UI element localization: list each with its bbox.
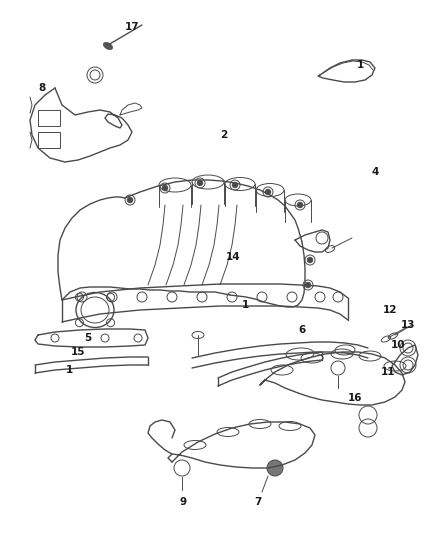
Text: 8: 8 xyxy=(39,83,46,93)
Text: 15: 15 xyxy=(71,347,85,357)
Bar xyxy=(38,132,60,148)
Circle shape xyxy=(267,460,283,476)
Ellipse shape xyxy=(103,43,113,50)
Text: 1: 1 xyxy=(357,60,364,70)
Circle shape xyxy=(265,189,271,195)
Text: 11: 11 xyxy=(381,367,395,377)
Text: 2: 2 xyxy=(220,130,228,140)
Text: 6: 6 xyxy=(298,325,306,335)
Text: 12: 12 xyxy=(383,305,397,315)
Text: 7: 7 xyxy=(254,497,261,507)
Circle shape xyxy=(305,282,311,288)
Text: 16: 16 xyxy=(348,393,362,403)
Circle shape xyxy=(197,180,203,186)
Text: 1: 1 xyxy=(241,300,249,310)
Text: 4: 4 xyxy=(371,167,379,177)
Circle shape xyxy=(162,185,168,191)
Bar xyxy=(38,110,60,126)
Circle shape xyxy=(307,257,313,263)
Text: 14: 14 xyxy=(226,252,240,262)
Text: 5: 5 xyxy=(85,333,92,343)
Circle shape xyxy=(232,182,238,188)
Text: 1: 1 xyxy=(65,365,73,375)
Text: 10: 10 xyxy=(391,340,405,350)
Text: 13: 13 xyxy=(401,320,415,330)
Circle shape xyxy=(297,202,303,208)
Text: 9: 9 xyxy=(180,497,187,507)
Circle shape xyxy=(127,197,133,203)
Text: 17: 17 xyxy=(125,22,139,32)
